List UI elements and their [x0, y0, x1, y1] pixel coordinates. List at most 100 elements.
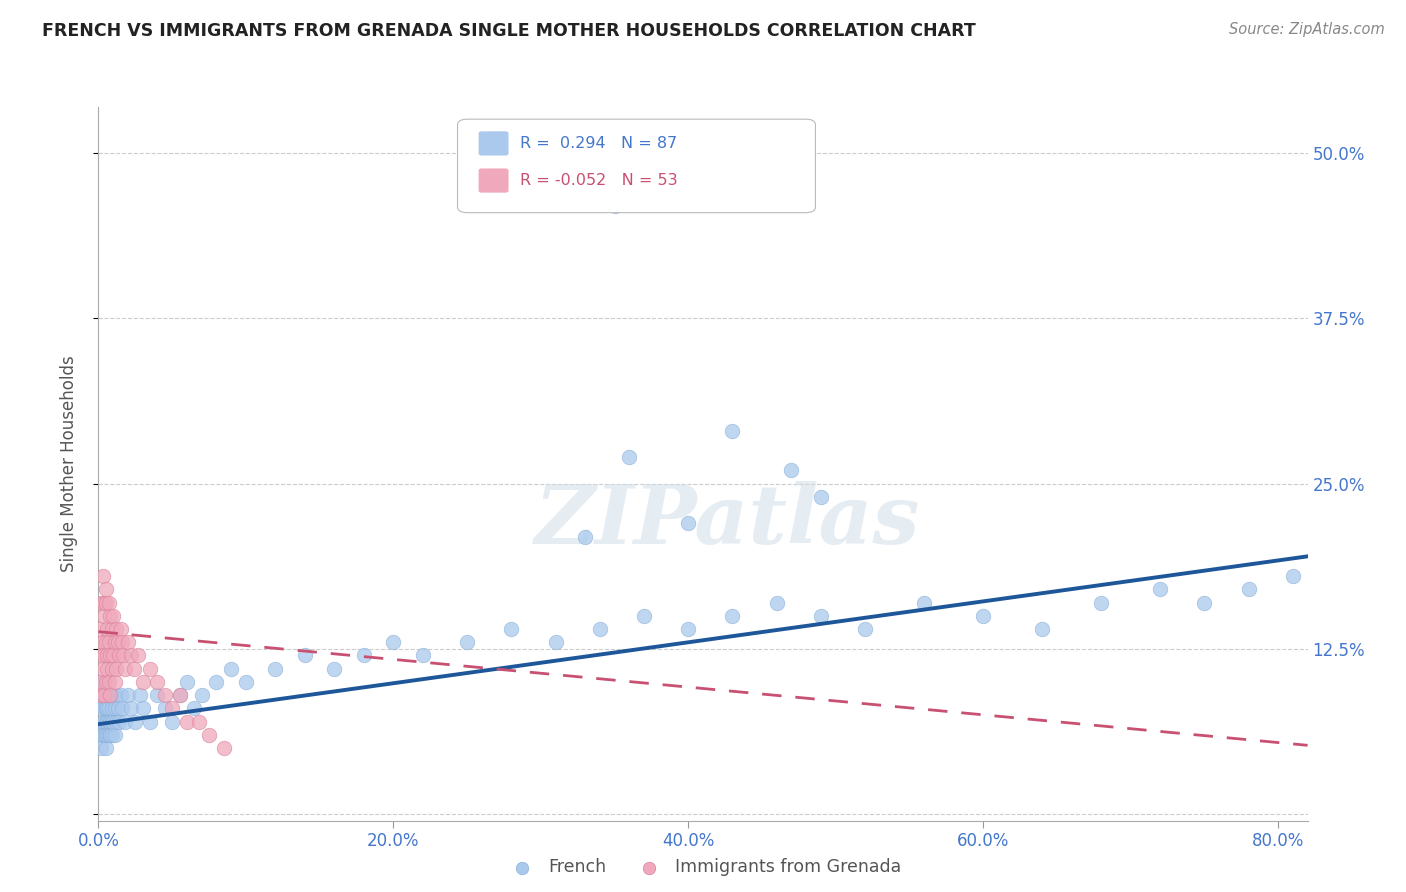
Point — [101, 714, 124, 729]
Point — [97, 635, 120, 649]
Point — [93, 714, 115, 729]
Point — [131, 674, 153, 689]
Point — [190, 688, 212, 702]
Point — [94, 741, 117, 756]
Point — [205, 674, 228, 689]
Point — [294, 648, 316, 663]
Point — [176, 674, 198, 689]
Point — [619, 450, 641, 465]
Point — [90, 701, 112, 715]
Legend: French, Immigrants from Grenada: French, Immigrants from Grenada — [498, 852, 908, 883]
Point — [97, 688, 120, 702]
Point — [187, 714, 209, 729]
Text: R =  0.294   N = 87: R = 0.294 N = 87 — [520, 136, 678, 151]
Point — [93, 701, 115, 715]
Point — [128, 688, 150, 702]
Point — [139, 714, 162, 729]
FancyBboxPatch shape — [457, 120, 815, 212]
Point — [810, 608, 832, 623]
Point — [114, 662, 136, 676]
Point — [97, 728, 120, 742]
Point — [105, 714, 128, 729]
Point — [94, 714, 117, 729]
Point — [323, 662, 346, 676]
Point — [101, 688, 124, 702]
Point — [1282, 569, 1305, 583]
Text: R = -0.052   N = 53: R = -0.052 N = 53 — [520, 173, 678, 188]
Point — [97, 674, 120, 689]
Point — [98, 648, 121, 663]
Point — [501, 622, 523, 636]
Point — [91, 688, 114, 702]
Point — [104, 701, 127, 715]
Point — [183, 701, 205, 715]
Point — [912, 596, 935, 610]
Point — [93, 674, 115, 689]
Point — [160, 701, 183, 715]
Point — [169, 688, 191, 702]
Point — [1031, 622, 1053, 636]
Point — [153, 688, 176, 702]
Point — [105, 622, 128, 636]
Point — [574, 529, 596, 543]
Point — [131, 701, 153, 715]
Point — [235, 674, 257, 689]
Point — [972, 608, 994, 623]
Point — [94, 635, 117, 649]
Point — [93, 688, 115, 702]
Point — [589, 622, 612, 636]
Point — [96, 728, 118, 742]
Point — [122, 662, 145, 676]
Point — [633, 608, 655, 623]
Text: FRENCH VS IMMIGRANTS FROM GRENADA SINGLE MOTHER HOUSEHOLDS CORRELATION CHART: FRENCH VS IMMIGRANTS FROM GRENADA SINGLE… — [42, 22, 976, 40]
Point — [89, 674, 111, 689]
Point — [94, 728, 117, 742]
Point — [90, 648, 112, 663]
Point — [853, 622, 876, 636]
Point — [1237, 582, 1260, 597]
Point — [97, 596, 120, 610]
Point — [544, 635, 567, 649]
Point — [1194, 596, 1216, 610]
Point — [107, 635, 129, 649]
Point — [721, 608, 744, 623]
Point — [264, 662, 287, 676]
Point — [90, 688, 112, 702]
Point — [117, 688, 139, 702]
Point — [98, 688, 121, 702]
Point — [105, 688, 128, 702]
Point — [104, 635, 127, 649]
Point — [603, 199, 626, 213]
Point — [1149, 582, 1171, 597]
Text: ZIPatlas: ZIPatlas — [534, 481, 920, 561]
Point — [100, 728, 122, 742]
Point — [94, 701, 117, 715]
Point — [100, 662, 122, 676]
Point — [96, 622, 118, 636]
Point — [108, 648, 131, 663]
Point — [101, 648, 124, 663]
Point — [91, 728, 114, 742]
Point — [93, 596, 115, 610]
Point — [94, 582, 117, 597]
Point — [104, 728, 127, 742]
Point — [104, 674, 127, 689]
Point — [91, 662, 114, 676]
Point — [98, 714, 121, 729]
Point — [114, 714, 136, 729]
Point — [456, 635, 478, 649]
Point — [153, 701, 176, 715]
Point — [146, 674, 169, 689]
Point — [94, 674, 117, 689]
Point — [810, 490, 832, 504]
Point — [91, 714, 114, 729]
Point — [96, 662, 118, 676]
Point — [89, 728, 111, 742]
Point — [382, 635, 405, 649]
Point — [107, 701, 129, 715]
Point — [112, 648, 135, 663]
Point — [98, 608, 121, 623]
Point — [120, 648, 142, 663]
Point — [91, 569, 114, 583]
Point — [96, 648, 118, 663]
